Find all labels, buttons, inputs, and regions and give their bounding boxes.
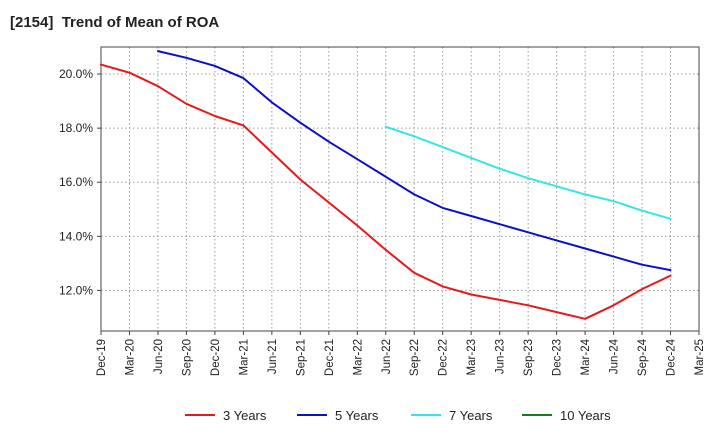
x-tick-label: Dec-22 bbox=[438, 339, 450, 376]
x-tick-label: Dec-21 bbox=[324, 339, 336, 376]
y-tick-label: 16.0% bbox=[59, 175, 93, 189]
x-tick-label: Jun-21 bbox=[267, 339, 279, 374]
x-axis-ticks: Dec-19 Mar-20 Jun-20 Sep-20 Dec-20 Mar-21 Jun-… bbox=[96, 331, 706, 376]
x-tick-label: Jun-24 bbox=[609, 338, 621, 374]
y-tick-label: 20.0% bbox=[59, 67, 93, 81]
plot-frame bbox=[100, 46, 700, 332]
legend-label: 10 Years bbox=[560, 408, 611, 423]
x-tick-label: Sep-20 bbox=[181, 339, 193, 376]
x-tick-label: Dec-24 bbox=[666, 338, 678, 376]
axes bbox=[100, 46, 700, 332]
y-tick-label: 18.0% bbox=[59, 121, 93, 135]
x-tick-label: Mar-24 bbox=[580, 338, 592, 375]
x-tick-label: Jun-23 bbox=[495, 339, 507, 374]
x-tick-label: Mar-21 bbox=[238, 339, 250, 375]
chart-title: [2154] Trend of Mean of ROA bbox=[10, 14, 220, 31]
legend: 3 Years 5 Years 7 Years 10 Years bbox=[185, 408, 611, 423]
x-tick-label: Sep-23 bbox=[523, 339, 535, 376]
x-tick-label: Dec-23 bbox=[552, 339, 564, 376]
x-tick-label: Mar-20 bbox=[124, 339, 136, 375]
legend-label: 3 Years bbox=[223, 408, 267, 423]
legend-item-10-years: 10 Years bbox=[522, 408, 611, 423]
y-axis-ticks: 12.0% 14.0% 16.0% 18.0% 20.0% bbox=[59, 67, 101, 297]
x-tick-label: Mar-22 bbox=[352, 339, 364, 375]
y-tick-label: 12.0% bbox=[59, 283, 93, 297]
x-tick-label: Mar-23 bbox=[466, 339, 478, 375]
y-tick-label: 14.0% bbox=[59, 229, 93, 243]
legend-label: 5 Years bbox=[335, 408, 379, 423]
series-line-7-years bbox=[384, 125, 672, 220]
x-tick-label: Jun-22 bbox=[381, 339, 393, 374]
series-line-3-years bbox=[100, 63, 672, 320]
x-tick-label: Sep-24 bbox=[637, 338, 649, 376]
x-tick-label: Dec-20 bbox=[210, 339, 222, 376]
x-tick-label: Dec-19 bbox=[96, 339, 108, 376]
legend-item-5-years: 5 Years bbox=[297, 408, 379, 423]
grid-lines bbox=[101, 47, 699, 331]
x-tick-label: Sep-21 bbox=[295, 339, 307, 376]
x-tick-label: Sep-22 bbox=[409, 339, 421, 376]
legend-label: 7 Years bbox=[449, 408, 493, 423]
legend-item-3-years: 3 Years bbox=[185, 408, 267, 423]
x-tick-label: Jun-20 bbox=[153, 339, 165, 374]
series-line-5-years bbox=[157, 50, 672, 272]
series-lines bbox=[100, 50, 672, 320]
legend-item-7-years: 7 Years bbox=[411, 408, 493, 423]
x-tick-label: Mar-25 bbox=[694, 339, 706, 375]
